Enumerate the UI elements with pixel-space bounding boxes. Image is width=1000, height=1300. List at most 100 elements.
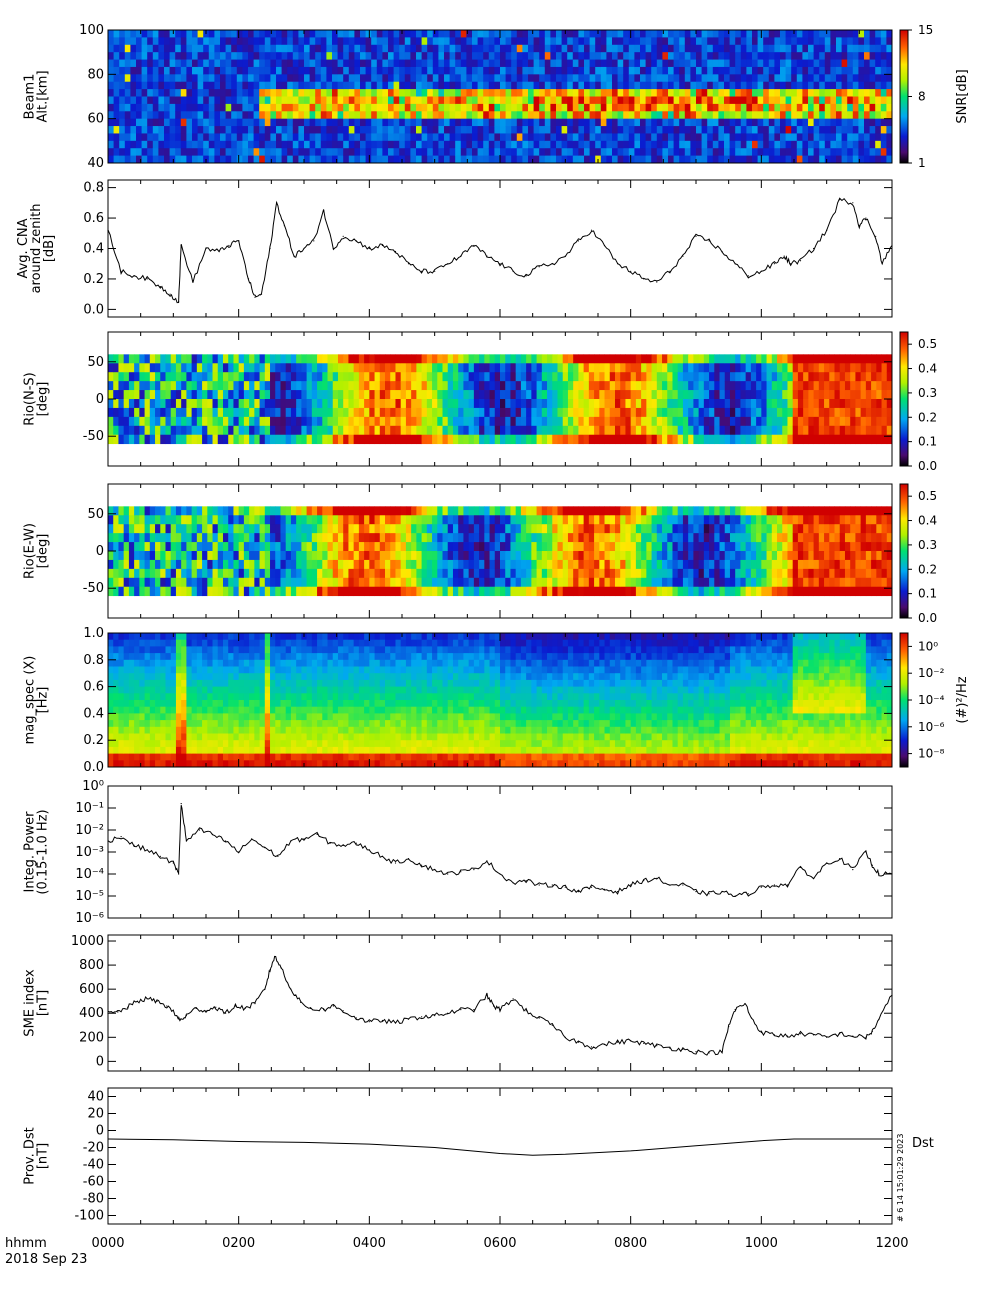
riometer_ns-cell (134, 372, 140, 382)
riometer_ew-cell (217, 568, 224, 579)
beam1-cell (449, 140, 456, 149)
beam1-cell (449, 111, 456, 120)
beam1-cell (169, 96, 176, 105)
riometer_ew-cell (343, 524, 349, 534)
beam1-cell (830, 133, 837, 142)
riometer_ew-cell (181, 524, 187, 534)
riometer_ew-cell (238, 559, 245, 570)
riometer_ns-cell (379, 425, 386, 436)
riometer_ns-cell (494, 407, 501, 418)
beam1-cell (169, 59, 176, 68)
beam1-cell (600, 66, 607, 75)
beam1-cell (836, 103, 842, 112)
beam1-cell (824, 111, 831, 120)
riometer_ns-cell (118, 434, 125, 445)
beam1-cell (376, 148, 383, 157)
riometer_ns-cell (170, 434, 177, 445)
beam1-cell (662, 111, 669, 120)
beam1-cell (500, 103, 506, 112)
beam1-cell (684, 81, 691, 90)
beam1-cell (460, 52, 467, 60)
beam1-cell (763, 126, 770, 134)
beam1-cell (875, 37, 882, 46)
beam1-cell (208, 59, 215, 68)
beam1-cell (617, 148, 624, 157)
beam1-cell (287, 126, 294, 134)
beam1-cell (304, 103, 310, 112)
riometer_ns-cell (567, 354, 574, 364)
beam1-cell (180, 37, 187, 46)
beam1-cell (556, 96, 562, 105)
beam1-cell (757, 126, 764, 134)
beam1-cell (595, 133, 602, 142)
riometer_ns-cell (609, 372, 616, 382)
beam1-cell (248, 66, 254, 75)
riometer_ew-cell (113, 506, 119, 516)
riometer_ns-cell (489, 372, 496, 382)
riometer_ns-cell (170, 399, 177, 409)
riometer_ns-cell (876, 354, 882, 364)
cna-ytick-label: 0.8 (83, 181, 104, 196)
beam1-cell (752, 111, 758, 120)
beam1-cell (589, 140, 596, 149)
beam1-cell (186, 155, 193, 164)
riometer_ns-cell (614, 434, 621, 445)
beam1-cell (421, 103, 428, 112)
riometer_ew-cell (458, 542, 464, 552)
riometer_ew-cell (139, 559, 145, 570)
riometer_ns-cell (552, 407, 558, 418)
beam1-cell (606, 52, 613, 60)
riometer_ns-cell (813, 434, 820, 445)
beam1-cell (460, 111, 467, 120)
beam1-cell (152, 74, 159, 83)
riometer_ns-cell (714, 407, 720, 418)
riometer_ns-cell (599, 354, 605, 364)
beam1-cell (595, 96, 602, 105)
riometer_ns-cell (400, 372, 407, 382)
beam1-cell (113, 118, 120, 127)
riometer_ns-cell (254, 425, 260, 436)
beam1-cell (757, 52, 764, 60)
riometer_ew-cell (416, 551, 422, 561)
riometer_ew-cell (301, 506, 308, 516)
riometer_ns-cell (437, 390, 443, 400)
beam1-cell (304, 126, 310, 134)
beam1-cell (651, 103, 658, 112)
beam1-cell (326, 118, 333, 127)
riometer_ew-cell (353, 506, 360, 516)
beam1-cell (847, 52, 854, 60)
riometer_ew-cell (139, 533, 145, 543)
beam1-cell (186, 52, 193, 60)
beam1-cell (690, 30, 697, 38)
beam1-cell (528, 148, 534, 157)
beam1-cell (724, 118, 730, 127)
beam1-cell (752, 118, 758, 127)
riometer_ns-cell (280, 390, 287, 400)
beam1-cell (718, 44, 725, 53)
beam1-cell (192, 155, 198, 164)
riometer_ew-cell (259, 577, 266, 588)
riometer_ew-cell (290, 524, 297, 534)
cna-point (228, 244, 230, 247)
cna-point (538, 266, 540, 268)
beam1-cell (276, 148, 282, 157)
riometer_ns-cell (876, 407, 882, 418)
beam1-cell (259, 118, 266, 127)
beam1-cell (186, 66, 193, 75)
beam1-cell (236, 44, 243, 53)
riometer_ns-cell (855, 434, 862, 445)
riometer_ew-cell (275, 506, 281, 516)
riometer_ns-cell (865, 354, 872, 364)
riometer_ew-cell (243, 542, 250, 552)
riometer_ew-cell (134, 577, 140, 588)
beam1-cell (774, 140, 781, 149)
beam1-cell (259, 126, 266, 134)
riometer_ns-cell (264, 399, 271, 409)
riometer_ns-cell (844, 407, 851, 418)
beam1-cell (388, 155, 394, 164)
riometer_ew-cell (374, 506, 381, 516)
riometer_ew-cell (364, 577, 370, 588)
riometer_ew-cell (416, 542, 422, 552)
cna-point (355, 240, 357, 242)
riometer_ns-cell (881, 416, 888, 427)
